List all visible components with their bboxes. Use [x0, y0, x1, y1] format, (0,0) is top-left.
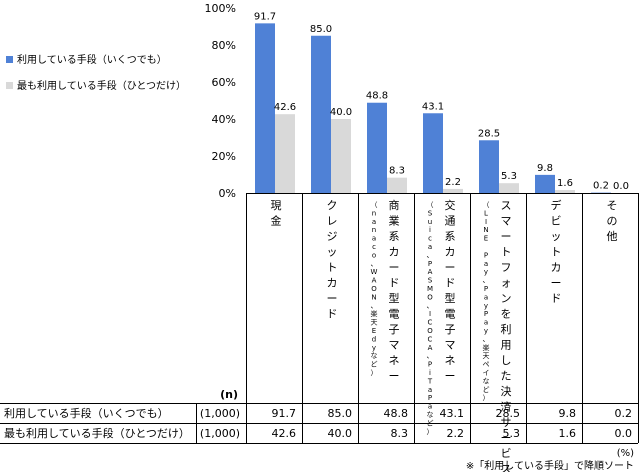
- bar: [331, 119, 351, 193]
- table-n-header: (n): [220, 388, 238, 401]
- table-cell: 28.5: [496, 407, 521, 420]
- bar-value-label: 8.3: [389, 166, 405, 177]
- bar: [535, 174, 555, 193]
- data-table: (n) 利用している手段（いくつでも） (1,000) 91.7 85.0 48.8 43.…: [4, 388, 632, 440]
- table-cell: 0.2: [615, 407, 633, 420]
- bar: [443, 188, 463, 193]
- bar-value-label: 0.0: [613, 181, 629, 192]
- bar: [255, 23, 275, 194]
- bar-value-label: 43.1: [422, 101, 444, 112]
- y-tick-label: 80%: [212, 39, 236, 52]
- table-cell: 48.8: [384, 407, 409, 420]
- bar-value-label: 5.3: [501, 171, 517, 182]
- category-label: クレジットカード: [327, 199, 338, 321]
- bars: [255, 23, 611, 194]
- legend: 利用している手段（いくつでも） 最も利用している手段（ひとつだけ）: [6, 53, 186, 92]
- y-tick-label: 100%: [205, 2, 236, 15]
- bar-value-label: 91.7: [254, 11, 276, 22]
- notes: (%)※「利用している手段」で降順ソート: [466, 448, 634, 472]
- bar-value-label: 28.5: [478, 128, 500, 139]
- bar: [311, 35, 331, 193]
- bar: [275, 114, 295, 193]
- category-label: 交通系カード型電子マネー: [445, 198, 456, 383]
- bar-value-label: 42.6: [274, 102, 296, 113]
- footnote: ※「利用している手段」で降順ソート: [466, 459, 634, 472]
- table-cell: 43.1: [440, 407, 465, 420]
- table-cell: 85.0: [328, 407, 353, 420]
- legend-swatch: [6, 56, 13, 63]
- bar-value-label: 85.0: [310, 24, 332, 35]
- table-n-value: (1,000): [200, 427, 240, 440]
- table-cell: 9.8: [559, 407, 577, 420]
- bar: [555, 190, 575, 193]
- bar: [367, 102, 387, 193]
- legend-swatch: [6, 82, 13, 89]
- y-tick-label: 40%: [212, 113, 236, 126]
- table-cell: 42.6: [272, 427, 297, 440]
- table-cell: 5.3: [503, 427, 521, 440]
- bar-value-label: 0.2: [593, 181, 609, 192]
- category-label: その他: [607, 199, 618, 243]
- table-cell: 1.6: [559, 427, 577, 440]
- category-label: スマートフォンを利用した決済サービス: [501, 199, 512, 472]
- y-tick-label: 0%: [219, 187, 236, 200]
- category-label: 商業系カード型電子マネー: [389, 198, 400, 383]
- y-axis: 0% 20% 40% 60% 80% 100%: [205, 2, 236, 200]
- y-tick-label: 60%: [212, 76, 236, 89]
- table-cell: 0.0: [615, 427, 633, 440]
- category-label: デビットカード: [551, 198, 562, 305]
- table-cell: 8.3: [391, 427, 409, 440]
- bar-value-label: 40.0: [330, 107, 352, 118]
- table-n-value: (1,000): [200, 407, 240, 420]
- table-cell: 40.0: [328, 427, 353, 440]
- bar: [499, 183, 519, 193]
- table-cell: 91.7: [272, 407, 297, 420]
- bar-value-labels: 91.7 42.6 85.0 40.0 48.8 8.3 43.1 2.2 28.5 5.3 9.8…: [254, 11, 629, 192]
- bar-value-label: 9.8: [537, 163, 553, 174]
- category-label: 現金: [271, 199, 282, 228]
- bar-value-label: 1.6: [557, 178, 573, 189]
- table-row-label: 利用している手段（いくつでも）: [4, 406, 169, 420]
- unit-note: (%): [617, 448, 634, 459]
- legend-label: 最も利用している手段（ひとつだけ）: [17, 79, 186, 92]
- table-grid: [0, 193, 639, 444]
- bar: [479, 140, 499, 193]
- bar: [387, 177, 407, 193]
- table-row-label: 最も利用している手段（ひとつだけ）: [4, 426, 190, 440]
- bar: [423, 113, 443, 193]
- bar-value-label: 48.8: [366, 91, 388, 102]
- y-tick-label: 20%: [212, 150, 236, 163]
- bar-value-label: 2.2: [445, 177, 461, 188]
- table-cell: 2.2: [447, 427, 465, 440]
- legend-label: 利用している手段（いくつでも）: [17, 53, 167, 66]
